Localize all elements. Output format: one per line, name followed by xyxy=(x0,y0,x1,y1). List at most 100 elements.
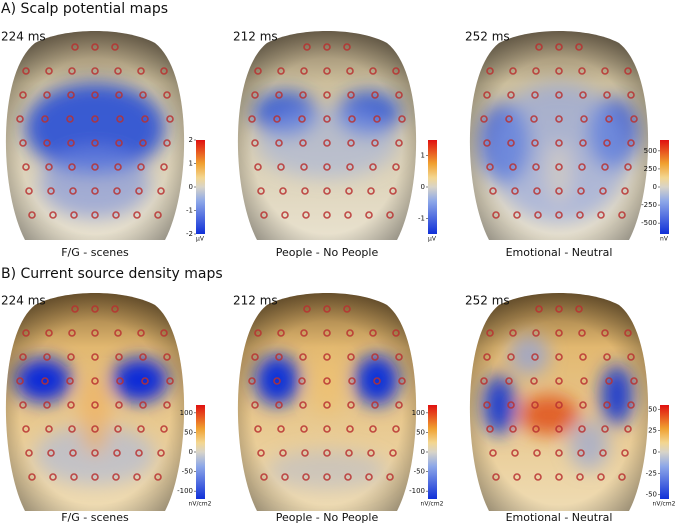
electrode xyxy=(275,91,283,99)
electrode xyxy=(67,353,75,361)
electrode xyxy=(273,377,281,385)
electrode xyxy=(91,187,99,195)
electrode xyxy=(534,473,542,481)
electrode xyxy=(492,473,500,481)
electrode xyxy=(509,425,517,433)
colorbar-tick-label: 100 xyxy=(180,409,193,417)
colorbar xyxy=(196,140,205,234)
colorbar-unit: nV/cm2 xyxy=(421,501,444,508)
electrode xyxy=(91,377,99,385)
electrode xyxy=(323,211,331,219)
electrode xyxy=(576,211,584,219)
electrode xyxy=(386,473,394,481)
electrode xyxy=(299,139,307,147)
colorbar-tick-label: 0 xyxy=(421,448,425,456)
colorbar-tick-label: 50 xyxy=(184,428,193,436)
colorbar-unit: nV/cm2 xyxy=(653,501,676,508)
electrode xyxy=(603,401,611,409)
electrode xyxy=(555,449,563,457)
electrode xyxy=(603,353,611,361)
electrode xyxy=(45,329,53,337)
electrode xyxy=(135,449,143,457)
colorbar-tick-label: 50 xyxy=(648,405,657,413)
electrode xyxy=(41,377,49,385)
electrode xyxy=(114,425,122,433)
electrode xyxy=(555,91,563,99)
electrode xyxy=(624,67,632,75)
electrode xyxy=(300,163,308,171)
electrode xyxy=(580,377,588,385)
electrode xyxy=(373,377,381,385)
electrode xyxy=(346,163,354,171)
electrode xyxy=(43,401,51,409)
electrode xyxy=(71,43,79,51)
electrode xyxy=(112,211,120,219)
electrode xyxy=(365,473,373,481)
electrode xyxy=(137,329,145,337)
electrode xyxy=(627,401,635,409)
electrode xyxy=(535,305,543,313)
electrode xyxy=(395,91,403,99)
electrode xyxy=(69,187,77,195)
colorbar xyxy=(660,140,669,234)
electrode xyxy=(254,329,262,337)
electrode xyxy=(369,329,377,337)
electrode xyxy=(513,211,521,219)
electrode xyxy=(603,139,611,147)
electrode xyxy=(300,425,308,433)
colorbar-tick-label: 0 xyxy=(421,183,425,191)
electrode xyxy=(578,329,586,337)
electrode xyxy=(45,67,53,75)
electrode xyxy=(555,211,563,219)
electrode xyxy=(22,425,30,433)
electrode xyxy=(166,115,174,123)
head-map xyxy=(469,31,649,240)
electrode xyxy=(19,353,27,361)
electrode xyxy=(532,329,540,337)
caption: Emotional - Neutral xyxy=(506,246,613,259)
electrode xyxy=(624,425,632,433)
colorbar-tick-label: 1 xyxy=(421,152,425,160)
electrode xyxy=(157,187,165,195)
colorbar-tick-label: -50 xyxy=(182,468,193,476)
electrode xyxy=(576,473,584,481)
electrode xyxy=(513,473,521,481)
head-map xyxy=(5,293,185,511)
electrode xyxy=(505,115,513,123)
electrode xyxy=(345,449,353,457)
electrode xyxy=(483,401,491,409)
electrode xyxy=(303,43,311,51)
electrode xyxy=(139,139,147,147)
electrode xyxy=(299,91,307,99)
electrode xyxy=(277,329,285,337)
electrode xyxy=(555,139,563,147)
colorbar-tick-label: -100 xyxy=(177,487,193,495)
electrode xyxy=(91,139,99,147)
electrode xyxy=(371,139,379,147)
electrode xyxy=(47,449,55,457)
electrode xyxy=(509,163,517,171)
electrode xyxy=(533,187,541,195)
electrode xyxy=(483,139,491,147)
colorbar-tick-label: 250 xyxy=(644,165,657,173)
electrode xyxy=(348,115,356,123)
electrode xyxy=(16,115,24,123)
caption: F/G - scenes xyxy=(61,511,129,524)
electrode xyxy=(323,473,331,481)
caption: People - No People xyxy=(276,511,379,524)
electrode xyxy=(43,139,51,147)
electrode xyxy=(248,377,256,385)
electrode xyxy=(257,187,265,195)
electrode xyxy=(367,449,375,457)
electrode xyxy=(137,425,145,433)
electrode xyxy=(578,425,586,433)
electrode xyxy=(139,353,147,361)
electrode xyxy=(392,329,400,337)
electrode xyxy=(323,187,331,195)
colorbar-tick-label: 100 xyxy=(412,409,425,417)
head-map xyxy=(469,293,649,511)
electrode xyxy=(154,473,162,481)
electrode xyxy=(483,91,491,99)
electrode xyxy=(113,449,121,457)
